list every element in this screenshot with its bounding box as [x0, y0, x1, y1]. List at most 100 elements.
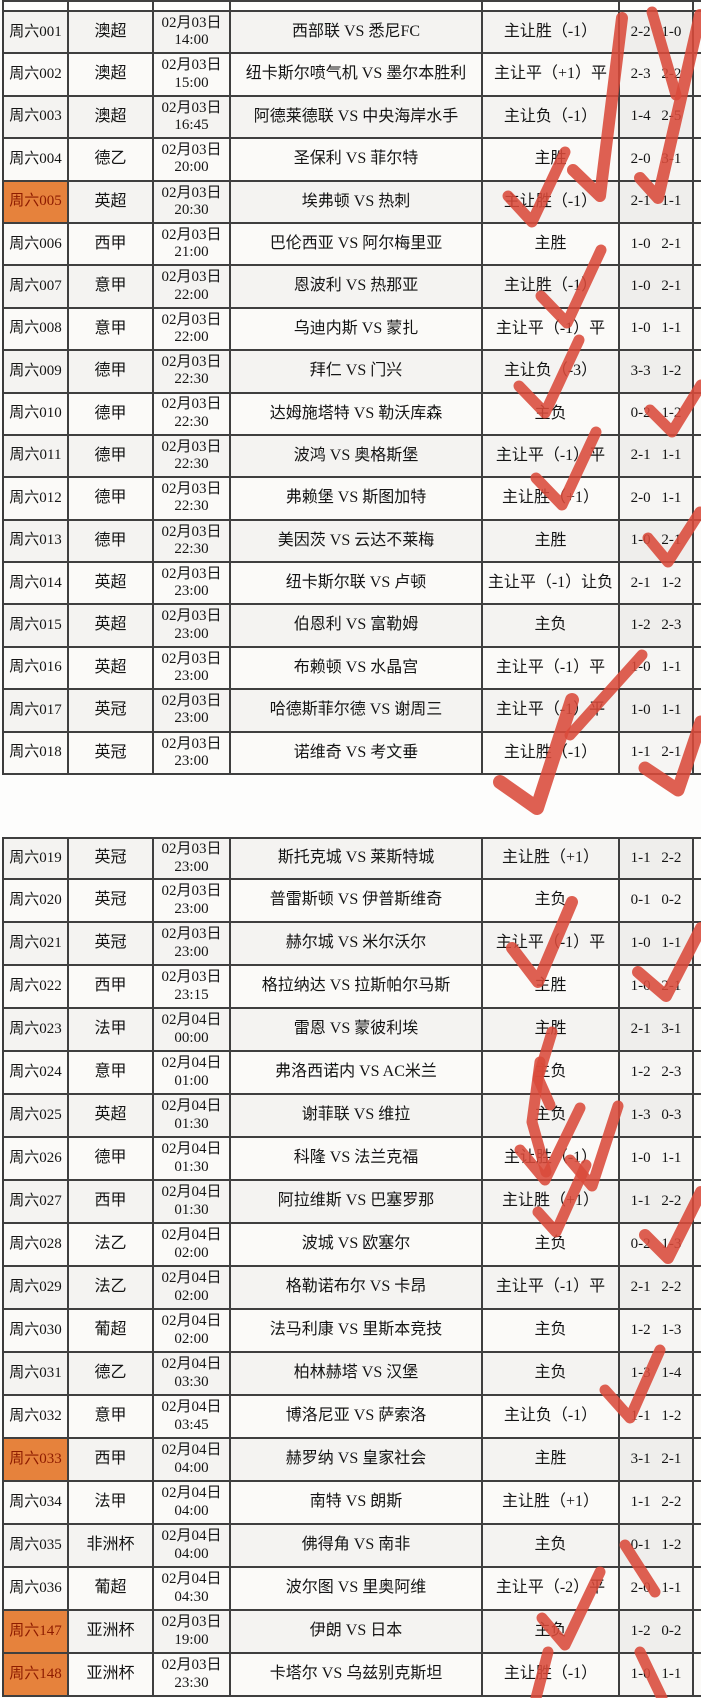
match-id-cell: 周六035: [4, 1525, 69, 1566]
cutoff-cell: [231, 2, 483, 10]
prediction-cell: 主负: [483, 1224, 620, 1265]
date-cell: 02月03日 14:00: [154, 12, 231, 53]
prediction-cell: 主负: [483, 1353, 620, 1394]
table-edge-cell: [694, 880, 701, 921]
matchup-cell: 恩波利 VS 热那亚: [231, 266, 483, 307]
date-text: 02月03日: [161, 1614, 222, 1631]
table-edge-cell: [694, 139, 701, 180]
match-id-cell: 周六005: [4, 181, 69, 222]
table-edge-cell: [694, 1095, 701, 1136]
table-edge-cell: [694, 96, 701, 138]
matchup-cell: 埃弗顿 VS 热刺: [231, 181, 483, 222]
date-cell: 02月03日 22:30: [154, 393, 231, 434]
date-cell: 02月03日 20:00: [154, 139, 231, 180]
date-text: 02月04日: [161, 1098, 222, 1115]
time-text: 21:00: [174, 244, 209, 261]
table-edge-cell: [694, 1439, 701, 1480]
prediction-cell: 主负: [483, 880, 620, 921]
time-text: 20:00: [174, 159, 209, 176]
time-text: 01:00: [174, 1072, 209, 1089]
date-cell: 02月03日 22:00: [154, 308, 231, 350]
table-edge-cell: [694, 563, 701, 604]
match-id-cell: 周六016: [4, 647, 69, 689]
date-text: 02月03日: [161, 311, 222, 328]
match-id-cell: 周六029: [4, 1267, 69, 1308]
prediction-cell: 主让平（+1）平: [483, 54, 620, 95]
date-cell: 02月03日 23:00: [154, 839, 231, 878]
matchup-cell: 博洛尼亚 VS 萨索洛: [231, 1396, 483, 1437]
match-id-cell: 周六034: [4, 1482, 69, 1523]
table-edge-cell: [694, 1267, 701, 1308]
matchup-cell: 法马利康 VS 里斯本竞技: [231, 1310, 483, 1351]
time-text: 22:00: [174, 328, 209, 345]
score-cell: 1-0 1-1: [620, 308, 694, 350]
table-row: 周六018 英冠 02月03日 23:00 诺维奇 VS 考文垂 主让胜（-1） 1-1 2…: [4, 732, 701, 776]
time-text: 23:15: [174, 986, 209, 1003]
table-edge-cell: [694, 690, 701, 731]
date-text: 02月03日: [161, 481, 222, 498]
time-text: 01:30: [174, 1158, 209, 1175]
date-text: 02月04日: [161, 1313, 222, 1330]
date-cell: 02月03日 22:00: [154, 266, 231, 307]
score-cell: 2-0 1-1: [620, 478, 694, 519]
score-cell: 1-2 0-2: [620, 1611, 694, 1652]
date-text: 02月03日: [161, 1657, 222, 1674]
table-edge-cell: [694, 839, 701, 878]
match-id-cell: 周六008: [4, 308, 69, 350]
table-edge-cell: [694, 647, 701, 689]
time-text: 23:00: [174, 943, 209, 960]
cutoff-row: [4, 0, 701, 12]
score-cell: 1-0 1-1: [620, 647, 694, 689]
prediction-cell: 主胜: [483, 966, 620, 1007]
score-cell: 0-1 1-2: [620, 1525, 694, 1566]
table-row: 周六034 法甲 02月04日 04:00 南特 VS 朗斯 主让胜（+1） 1-1 2-2: [4, 1482, 701, 1525]
date-cell: 02月04日 02:00: [154, 1224, 231, 1265]
table-row: 周六017 英冠 02月03日 23:00 哈德斯菲尔德 VS 谢周三 主让平（-1）平 1…: [4, 690, 701, 733]
time-text: 19:00: [174, 1631, 209, 1648]
time-text: 01:30: [174, 1201, 209, 1218]
matchup-cell: 卡塔尔 VS 乌兹别克斯坦: [231, 1654, 483, 1695]
score-cell: 1-1 2-1: [620, 732, 694, 774]
match-id-cell: 周六001: [4, 12, 69, 53]
date-text: 02月04日: [161, 1227, 222, 1244]
time-text: 23:00: [174, 752, 209, 769]
time-text: 16:45: [174, 116, 209, 133]
table-edge-cell: [694, 1611, 701, 1652]
score-cell: 3-3 1-2: [620, 351, 694, 392]
matchup-cell: 弗洛西诺内 VS AC米兰: [231, 1052, 483, 1093]
match-id-cell: 周六022: [4, 966, 69, 1007]
match-id-cell: 周六026: [4, 1138, 69, 1179]
date-text: 02月03日: [161, 354, 222, 371]
matchup-cell: 西部联 VS 悉尼FC: [231, 12, 483, 53]
date-text: 02月03日: [161, 566, 222, 583]
date-text: 02月04日: [161, 1442, 222, 1459]
date-cell: 02月04日 01:00: [154, 1052, 231, 1093]
matchup-cell: 格勒诺布尔 VS 卡昂: [231, 1267, 483, 1308]
score-cell: 2-1 1-2: [620, 563, 694, 604]
time-text: 20:30: [174, 201, 209, 218]
prediction-cell: 主胜: [483, 520, 620, 562]
matchup-cell: 波尔图 VS 里奥阿维: [231, 1568, 483, 1609]
score-cell: 2-1 1-1: [620, 181, 694, 222]
score-cell: 1-3 1-4: [620, 1353, 694, 1394]
matchup-cell: 美因茨 VS 云达不莱梅: [231, 520, 483, 562]
league-cell: 意甲: [69, 266, 154, 307]
match-id-cell: 周六028: [4, 1224, 69, 1265]
table-edge-cell: [694, 1310, 701, 1351]
date-cell: 02月04日 02:00: [154, 1267, 231, 1308]
table-row: 周六029 法乙 02月04日 02:00 格勒诺布尔 VS 卡昂 主让平（-1）平 2-1…: [4, 1267, 701, 1310]
date-cell: 02月03日 23:00: [154, 732, 231, 774]
cutoff-cell: [620, 2, 694, 10]
table-row: 周六021 英冠 02月03日 23:00 赫尔城 VS 米尔沃尔 主让平（-1）平 1-0…: [4, 923, 701, 966]
date-cell: 02月03日 23:00: [154, 563, 231, 604]
date-cell: 02月03日 22:30: [154, 478, 231, 519]
date-text: 02月03日: [161, 523, 222, 540]
score-cell: 3-1 2-1: [620, 1439, 694, 1480]
league-cell: 意甲: [69, 308, 154, 350]
matchup-cell: 斯托克城 VS 莱斯特城: [231, 839, 483, 878]
league-cell: 意甲: [69, 1396, 154, 1437]
table-row: 周六031 德乙 02月04日 03:30 柏林赫塔 VS 汉堡 主负 1-3 1-4: [4, 1353, 701, 1396]
table-edge-cell: [694, 435, 701, 477]
match-id-cell: 周六002: [4, 54, 69, 95]
table-edge-cell: [694, 54, 701, 95]
